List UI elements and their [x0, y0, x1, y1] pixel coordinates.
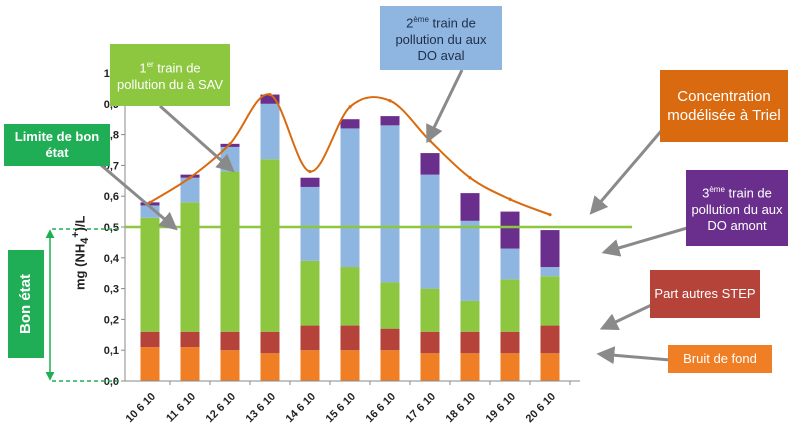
bar-7-segment-2: [420, 288, 440, 332]
bars-layer: [140, 94, 560, 381]
bar-7-segment-4: [420, 153, 440, 175]
bar-7-segment-1: [420, 331, 440, 354]
model-point-10: [548, 213, 552, 217]
bar-9-segment-1: [500, 331, 520, 354]
x-tick-label: 18 6 10: [444, 391, 478, 425]
bar-10-segment-4: [540, 230, 560, 268]
label-background-noise: Bruit de fond: [668, 345, 772, 373]
bar-9-segment-2: [500, 279, 520, 332]
bar-3-segment-2: [260, 159, 280, 332]
bar-10-segment-3: [540, 267, 560, 277]
bar-0-segment-2: [140, 217, 160, 332]
bar-6-segment-1: [380, 328, 400, 351]
bar-8-segment-1: [460, 331, 480, 354]
bar-8-segment-2: [460, 300, 480, 332]
bar-0-segment-3: [140, 205, 160, 218]
bar-9-segment-3: [500, 248, 520, 280]
callout-arrow-3: [589, 129, 664, 215]
x-tick-label: 13 6 10: [244, 391, 278, 425]
bar-9-segment-0: [500, 353, 520, 381]
bar-8-segment-3: [460, 220, 480, 301]
y-tick-label: 0,4: [104, 253, 120, 265]
model-point-6: [388, 99, 392, 103]
bar-8-segment-0: [460, 353, 480, 381]
bar-5-segment-1: [340, 325, 360, 351]
model-point-1: [188, 176, 192, 180]
model-point-9: [508, 197, 512, 201]
label-limit-good-status: Limite de bon état: [4, 124, 110, 166]
y-tick-label: 0,2: [104, 314, 119, 326]
x-tick-label: 20 6 10: [524, 391, 558, 425]
y-tick-label: 0,5: [104, 222, 119, 234]
callout-arrow-4: [601, 224, 695, 257]
bar-5-segment-3: [340, 128, 360, 268]
bar-2-segment-1: [220, 331, 240, 351]
callout-arrow-2: [426, 69, 464, 144]
model-point-5: [348, 105, 352, 109]
x-tick-label: 17 6 10: [404, 391, 438, 425]
bar-7-segment-3: [420, 174, 440, 289]
x-tick-label: 19 6 10: [484, 391, 518, 425]
bar-3-segment-3: [260, 103, 280, 160]
bar-6-segment-4: [380, 116, 400, 126]
bar-5-segment-0: [340, 350, 360, 381]
bar-8-segment-4: [460, 193, 480, 221]
label-modeled-concentration: Concentration modélisée à Triel: [660, 70, 788, 142]
y-tick-label: 0,0: [104, 376, 119, 388]
bar-2-segment-2: [220, 171, 240, 332]
bar-4-segment-1: [300, 325, 320, 351]
bar-2-segment-0: [220, 350, 240, 381]
model-line: [149, 93, 551, 216]
label-second-pollution-train: 2ème train de pollution du aux DO aval: [380, 6, 502, 70]
bar-0-segment-1: [140, 331, 160, 348]
bar-4-segment-3: [300, 186, 320, 261]
y-tick-label: 0,1: [104, 345, 119, 357]
bar-7-segment-0: [420, 353, 440, 381]
bar-0-segment-0: [140, 347, 160, 381]
bar-5-segment-2: [340, 267, 360, 326]
y-tick-label: 0,6: [104, 191, 119, 203]
bar-4-segment-4: [300, 177, 320, 187]
bar-4-segment-0: [300, 350, 320, 381]
bar-1-segment-2: [180, 202, 200, 332]
bar-10-segment-2: [540, 276, 560, 326]
bar-3-segment-1: [260, 331, 280, 354]
bar-3-segment-4: [260, 94, 280, 104]
bar-10-segment-0: [540, 353, 560, 381]
bar-1-segment-1: [180, 331, 200, 348]
model-point-4: [308, 169, 312, 174]
bar-4-segment-2: [300, 260, 320, 326]
overlay-layer: [125, 92, 632, 229]
callout-arrow-1: [159, 104, 235, 173]
callout-arrow-0: [94, 158, 178, 231]
x-tick-label: 15 6 10: [324, 391, 358, 425]
x-tick-label: 11 6 10: [164, 391, 198, 425]
x-tick-label: 14 6 10: [284, 391, 318, 425]
x-tick-label: 16 6 10: [364, 391, 398, 425]
bar-9-segment-4: [500, 211, 520, 249]
bar-6-segment-2: [380, 282, 400, 329]
model-point-2: [228, 142, 232, 146]
x-tick-label: 10 6 10: [124, 391, 158, 425]
bar-1-segment-0: [180, 347, 200, 381]
y-tick-label: 0,3: [104, 284, 119, 296]
label-third-pollution-train: 3ème train de pollution du aux DO amont: [686, 170, 788, 246]
bar-3-segment-0: [260, 353, 280, 381]
y-axis-title: mg (NH4+)/L: [70, 215, 91, 290]
bar-10-segment-1: [540, 325, 560, 354]
model-point-8: [468, 176, 472, 180]
bar-5-segment-4: [340, 119, 360, 129]
bar-6-segment-3: [380, 125, 400, 283]
label-good-status: Bon état: [8, 250, 44, 358]
x-tick-label: 12 6 10: [204, 391, 238, 425]
model-point-3: [268, 92, 272, 97]
label-other-stations: Part autres STEP: [650, 270, 760, 318]
model-point-0: [148, 200, 152, 204]
bar-6-segment-0: [380, 350, 400, 381]
callout-arrow-6: [596, 346, 671, 365]
bar-1-segment-3: [180, 177, 200, 203]
label-first-pollution-train: 1er train de pollution du à SAV: [110, 44, 230, 106]
